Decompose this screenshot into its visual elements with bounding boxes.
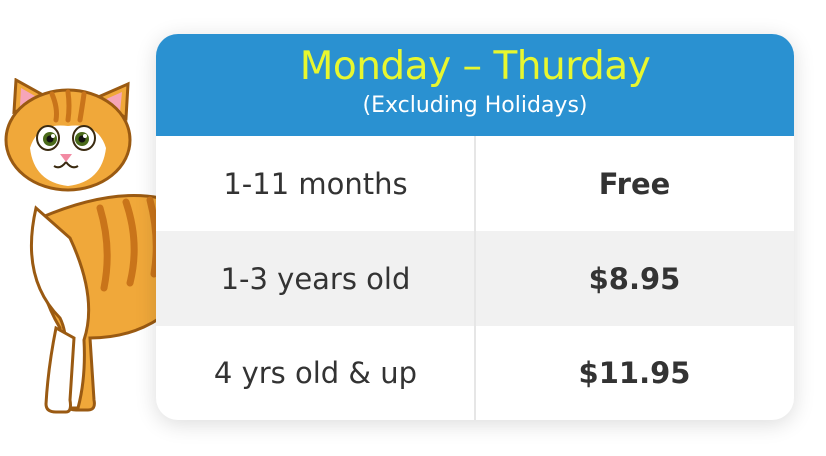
price-value: $11.95	[578, 356, 691, 390]
card-title: Monday – Thurday	[299, 44, 651, 89]
price-table: 1-11 months Free 1-3 years old $8.95 4 y…	[156, 136, 794, 420]
card-header: Monday – Thurday (Excluding Holidays)	[156, 34, 794, 136]
cat-mascot-icon	[4, 78, 162, 414]
card-subtitle: (Excluding Holidays)	[362, 93, 588, 118]
column-divider	[474, 136, 476, 420]
age-label: 1-11 months	[223, 166, 408, 201]
price-row: 4 yrs old & up $11.95	[156, 326, 794, 420]
pricing-card: Monday – Thurday (Excluding Holidays) 1-…	[156, 34, 794, 420]
age-label: 1-3 years old	[220, 261, 411, 296]
price-value: $8.95	[588, 261, 681, 296]
price-value: Free	[598, 166, 671, 201]
age-label: 4 yrs old & up	[213, 356, 418, 390]
price-row: 1-11 months Free	[156, 136, 794, 231]
